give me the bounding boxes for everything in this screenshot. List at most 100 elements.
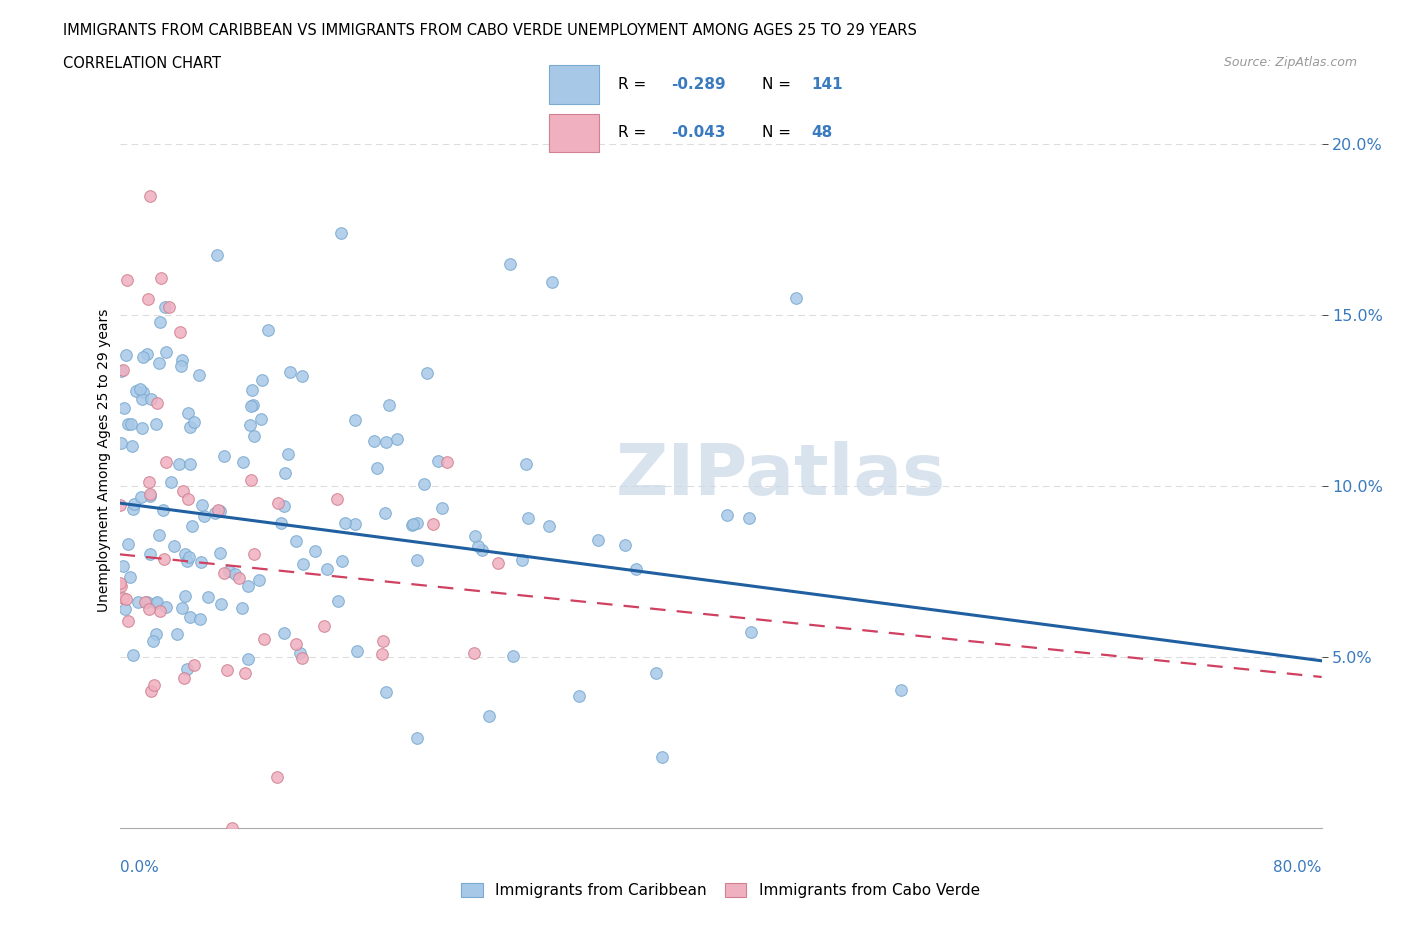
Point [233,666,256,681]
Point [738,511,761,525]
Point [478,709,501,724]
Legend: Immigrants from Caribbean, Immigrants from Cabo Verde: Immigrants from Caribbean, Immigrants fr… [456,877,986,905]
Point [139,488,162,503]
Point [110,578,132,593]
Point [122,647,145,662]
Text: 80.0%: 80.0% [1274,860,1322,875]
Point [240,383,263,398]
Point [121,439,143,454]
Point [190,555,212,570]
Text: R =: R = [617,126,651,140]
Point [326,492,349,507]
Point [537,519,560,534]
Text: -0.043: -0.043 [671,126,725,140]
Point [373,633,395,648]
Point [253,631,276,646]
Point [135,347,157,362]
Text: R =: R = [617,77,651,92]
Text: IMMIGRANTS FROM CARIBBEAN VS IMMIGRANTS FROM CABO VERDE UNEMPLOYMENT AMONG AGES : IMMIGRANTS FROM CARIBBEAN VS IMMIGRANTS … [63,23,917,38]
Point [162,538,184,553]
Point [110,435,132,450]
Point [208,545,231,560]
Point [115,272,138,287]
Point [131,350,153,365]
Point [149,271,172,286]
Point [117,614,139,629]
Point [377,398,399,413]
Point [129,381,152,396]
Point [471,543,494,558]
Point [274,465,297,480]
Point [117,417,139,432]
Point [157,299,180,314]
Point [249,411,271,426]
Point [131,421,153,436]
Point [138,188,160,203]
Point [406,552,429,567]
Point [112,559,135,574]
Point [155,600,177,615]
Point [413,477,436,492]
Point [499,257,522,272]
Point [516,511,538,525]
Point [624,562,647,577]
Point [179,420,201,435]
Point [344,412,367,427]
Point [209,503,232,518]
Point [153,551,176,566]
Point [291,650,314,665]
Point [515,457,537,472]
Point [135,594,157,609]
Point [173,671,195,685]
Point [149,604,172,618]
Point [333,515,356,530]
Point [644,666,666,681]
Point [242,429,264,444]
Point [188,367,211,382]
Point [232,454,254,469]
FancyBboxPatch shape [550,65,599,104]
Point [110,498,132,512]
Point [160,474,183,489]
Point [211,597,233,612]
Point [112,401,135,416]
Text: Source: ZipAtlas.com: Source: ZipAtlas.com [1223,56,1357,69]
Point [108,576,131,591]
Point [224,567,246,582]
Point [266,770,288,785]
Point [122,497,145,512]
Point [240,398,263,413]
Point [346,644,368,659]
Point [502,648,524,663]
Point [278,365,301,379]
Point [176,554,198,569]
Point [112,591,135,605]
Point [371,646,394,661]
Point [464,528,486,543]
Point [541,274,564,289]
Point [141,392,163,406]
Point [145,417,167,432]
Point [139,486,162,501]
Point [117,537,139,551]
Point [304,544,326,559]
Point [416,365,439,380]
Point [510,552,533,567]
Point [385,432,408,446]
Point [115,591,138,606]
Point [316,562,339,577]
Point [463,645,485,660]
Point [120,417,142,432]
Point [314,618,336,633]
Point [139,547,162,562]
Point [273,498,295,513]
Point [228,570,250,585]
Point [366,460,388,475]
Point [142,633,165,648]
Point [266,496,288,511]
Point [191,498,214,512]
Point [243,547,266,562]
Point [114,347,136,362]
Point [239,418,262,432]
Point [238,652,260,667]
